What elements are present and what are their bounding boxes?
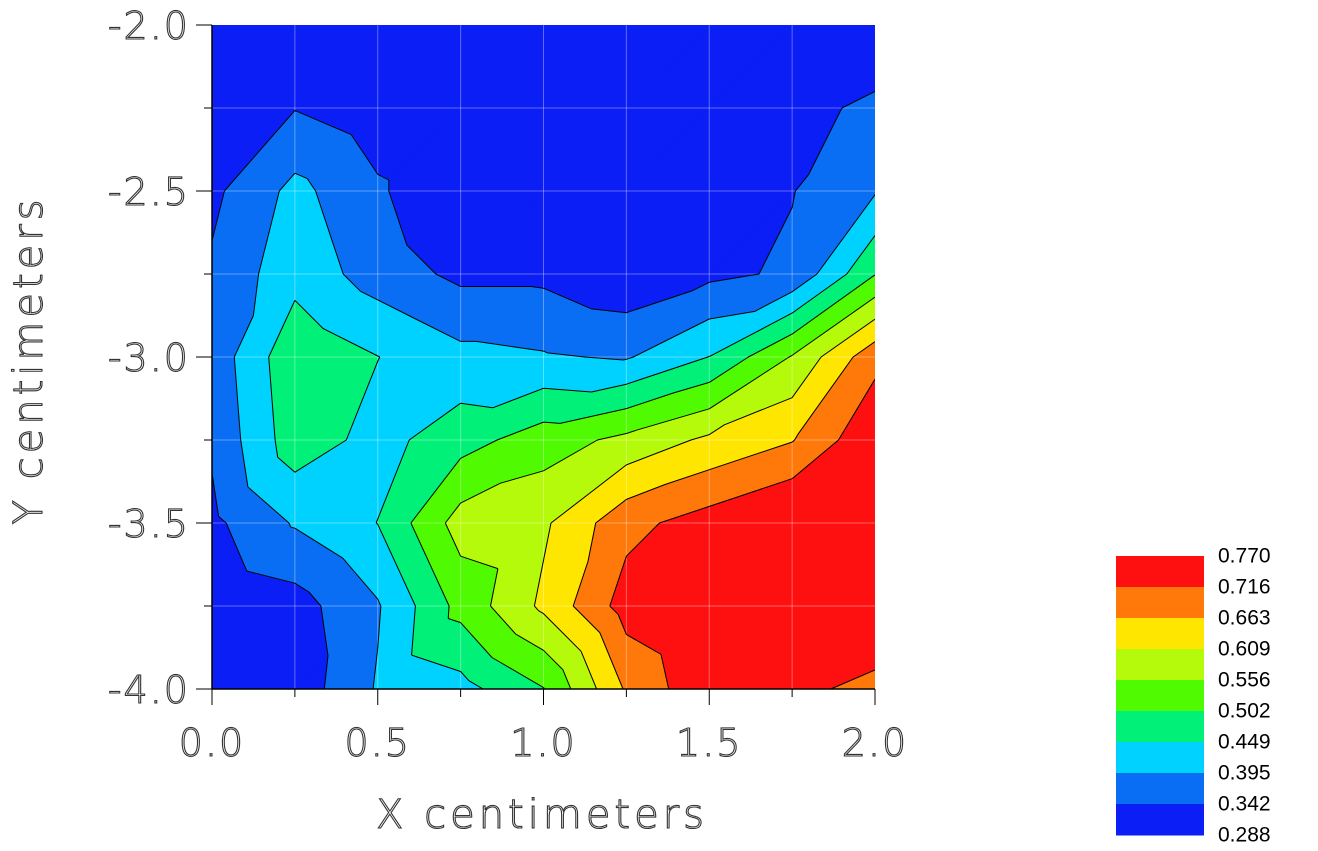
y-tick-label: -3.5: [108, 502, 190, 546]
y-tick-label: -4.0: [108, 668, 190, 712]
legend-swatch: [1116, 618, 1204, 650]
legend-label: 0.395: [1218, 762, 1271, 785]
y-tick-label: -2.0: [108, 4, 190, 48]
x-tick-label: 0.0: [179, 721, 245, 765]
contour-lines: [212, 90, 875, 689]
legend-label: 0.663: [1218, 607, 1271, 630]
legend-swatch: [1116, 649, 1204, 681]
legend-label: 0.449: [1218, 731, 1271, 754]
legend-swatch: [1116, 587, 1204, 619]
legend-swatch: [1116, 773, 1204, 805]
legend-label: 0.770: [1218, 545, 1271, 568]
plot-area: [212, 25, 875, 689]
y-tick-label: -3.0: [108, 336, 190, 380]
legend-label: 0.609: [1218, 638, 1271, 661]
legend-label: 0.288: [1218, 824, 1271, 847]
legend-label: 0.556: [1218, 669, 1271, 692]
x-tick-label: 2.0: [842, 721, 908, 765]
legend-label: 0.342: [1218, 793, 1271, 816]
legend-swatch: [1116, 742, 1204, 774]
grid-lines: [212, 25, 875, 689]
legend-swatch: [1116, 804, 1204, 836]
y-axis-title: Y centimeters: [6, 195, 52, 524]
legend-swatch: [1116, 556, 1204, 588]
y-tick-label: -2.5: [108, 170, 190, 214]
legend-swatch: [1116, 680, 1204, 712]
x-tick-label: 1.0: [510, 721, 576, 765]
x-tick-label: 0.5: [345, 721, 411, 765]
axes: 0.0 0.5 1.0 1.5 2.0 -2.0 -2.5 -3.0 -3.5 -4.0: [107, 3, 908, 765]
legend-swatch: [1116, 711, 1204, 743]
x-tick-label: 1.5: [676, 721, 742, 765]
x-axis-title: X centimeters: [376, 792, 708, 838]
color-legend: 0.770 0.716 0.663 0.609 0.556 0.502 0.449 0.395…: [1116, 545, 1271, 847]
legend-label: 0.502: [1218, 700, 1271, 723]
legend-label: 0.716: [1218, 576, 1271, 599]
contour-line-set: [212, 90, 875, 689]
